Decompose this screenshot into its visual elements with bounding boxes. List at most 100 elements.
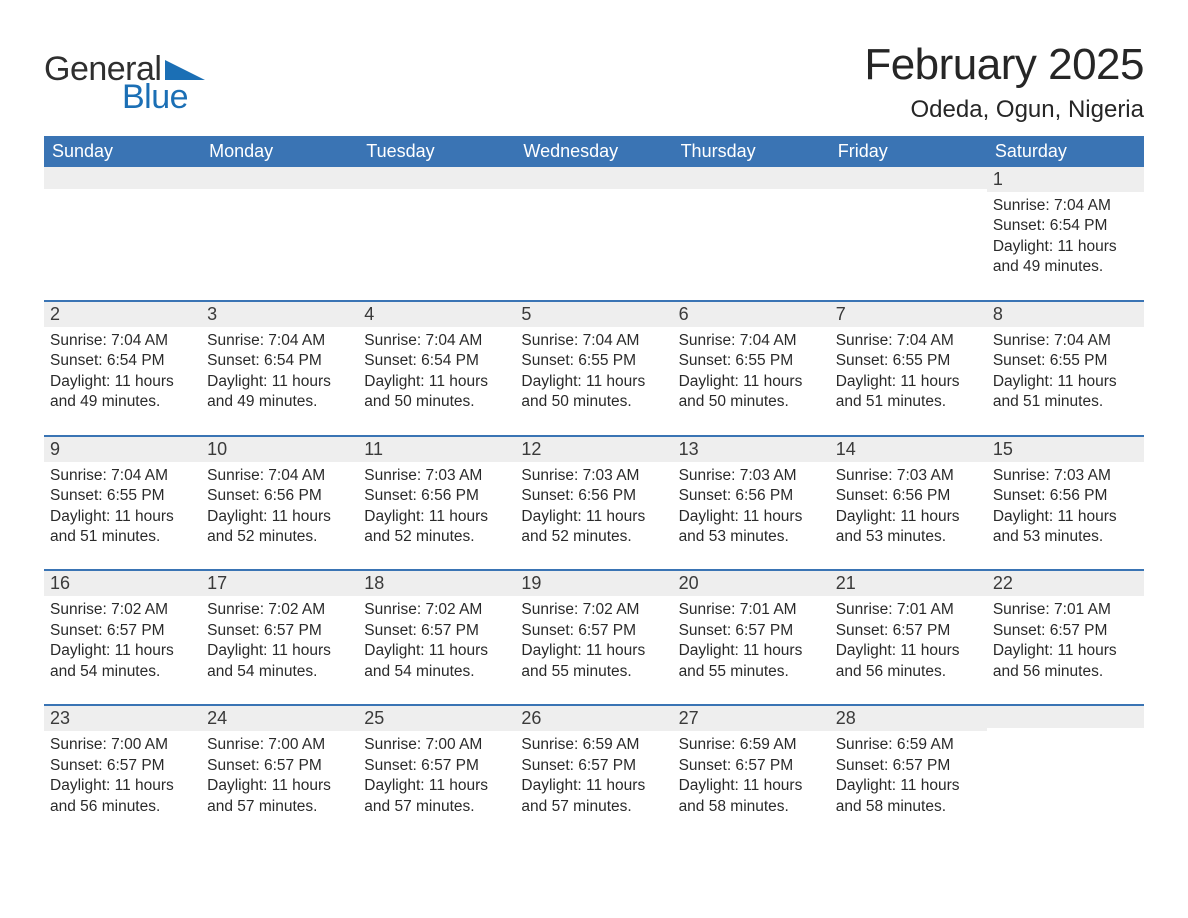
sunrise-line: Sunrise: 7:04 AM — [50, 331, 195, 351]
day-number: 21 — [830, 571, 987, 596]
day-number: 15 — [987, 437, 1144, 462]
sunrise-line: Sunrise: 7:01 AM — [679, 600, 824, 620]
day-details — [358, 189, 515, 289]
sunset-line: Sunset: 6:56 PM — [207, 486, 352, 506]
logo-flag-icon — [165, 56, 205, 80]
day-details: Sunrise: 7:03 AMSunset: 6:56 PMDaylight:… — [358, 462, 515, 570]
day-number: 6 — [673, 302, 830, 327]
day-details: Sunrise: 7:03 AMSunset: 6:56 PMDaylight:… — [830, 462, 987, 570]
sunset-line: Sunset: 6:57 PM — [521, 621, 666, 641]
daylight-line: Daylight: 11 hours and 58 minutes. — [836, 776, 981, 817]
calendar-week: 1Sunrise: 7:04 AMSunset: 6:54 PMDaylight… — [44, 167, 1144, 300]
calendar-day: 2Sunrise: 7:04 AMSunset: 6:54 PMDaylight… — [44, 302, 201, 435]
month-title: February 2025 — [864, 40, 1144, 90]
daylight-line: Daylight: 11 hours and 53 minutes. — [993, 507, 1138, 548]
day-details: Sunrise: 7:04 AMSunset: 6:55 PMDaylight:… — [44, 462, 201, 570]
daylight-line: Daylight: 11 hours and 50 minutes. — [364, 372, 509, 413]
calendar-day: 27Sunrise: 6:59 AMSunset: 6:57 PMDayligh… — [673, 706, 830, 839]
day-number: 12 — [515, 437, 672, 462]
sunset-line: Sunset: 6:56 PM — [993, 486, 1138, 506]
daylight-line: Daylight: 11 hours and 56 minutes. — [836, 641, 981, 682]
daylight-line: Daylight: 11 hours and 52 minutes. — [207, 507, 352, 548]
sunrise-line: Sunrise: 6:59 AM — [836, 735, 981, 755]
calendar-day — [201, 167, 358, 300]
weekday-header: Saturday — [987, 136, 1144, 167]
day-details: Sunrise: 7:04 AMSunset: 6:54 PMDaylight:… — [358, 327, 515, 435]
calendar-day: 12Sunrise: 7:03 AMSunset: 6:56 PMDayligh… — [515, 437, 672, 570]
day-number: 2 — [44, 302, 201, 327]
sunset-line: Sunset: 6:56 PM — [521, 486, 666, 506]
calendar-day: 11Sunrise: 7:03 AMSunset: 6:56 PMDayligh… — [358, 437, 515, 570]
location-subtitle: Odeda, Ogun, Nigeria — [864, 96, 1144, 124]
weekday-header-row: Sunday Monday Tuesday Wednesday Thursday… — [44, 136, 1144, 167]
weekday-header: Friday — [830, 136, 987, 167]
sunrise-line: Sunrise: 7:03 AM — [993, 466, 1138, 486]
sunset-line: Sunset: 6:57 PM — [836, 756, 981, 776]
day-number — [515, 167, 672, 189]
day-details: Sunrise: 6:59 AMSunset: 6:57 PMDaylight:… — [673, 731, 830, 839]
sunset-line: Sunset: 6:57 PM — [364, 621, 509, 641]
sunrise-line: Sunrise: 7:04 AM — [836, 331, 981, 351]
daylight-line: Daylight: 11 hours and 56 minutes. — [50, 776, 195, 817]
calendar-week: 16Sunrise: 7:02 AMSunset: 6:57 PMDayligh… — [44, 569, 1144, 704]
day-number — [44, 167, 201, 189]
day-details: Sunrise: 7:01 AMSunset: 6:57 PMDaylight:… — [673, 596, 830, 704]
daylight-line: Daylight: 11 hours and 49 minutes. — [993, 237, 1138, 278]
calendar-day: 13Sunrise: 7:03 AMSunset: 6:56 PMDayligh… — [673, 437, 830, 570]
day-details: Sunrise: 7:02 AMSunset: 6:57 PMDaylight:… — [44, 596, 201, 704]
day-details: Sunrise: 7:04 AMSunset: 6:55 PMDaylight:… — [515, 327, 672, 435]
day-number — [673, 167, 830, 189]
calendar-day: 19Sunrise: 7:02 AMSunset: 6:57 PMDayligh… — [515, 571, 672, 704]
day-number: 3 — [201, 302, 358, 327]
daylight-line: Daylight: 11 hours and 51 minutes. — [836, 372, 981, 413]
calendar-day: 10Sunrise: 7:04 AMSunset: 6:56 PMDayligh… — [201, 437, 358, 570]
calendar-day: 28Sunrise: 6:59 AMSunset: 6:57 PMDayligh… — [830, 706, 987, 839]
calendar-day: 16Sunrise: 7:02 AMSunset: 6:57 PMDayligh… — [44, 571, 201, 704]
calendar-page: General Blue February 2025 Odeda, Ogun, … — [0, 0, 1188, 879]
calendar-day: 6Sunrise: 7:04 AMSunset: 6:55 PMDaylight… — [673, 302, 830, 435]
day-details: Sunrise: 7:02 AMSunset: 6:57 PMDaylight:… — [201, 596, 358, 704]
day-number: 25 — [358, 706, 515, 731]
day-number: 9 — [44, 437, 201, 462]
sunrise-line: Sunrise: 7:02 AM — [207, 600, 352, 620]
sunrise-line: Sunrise: 6:59 AM — [521, 735, 666, 755]
day-details — [830, 189, 987, 289]
calendar-day — [358, 167, 515, 300]
sunset-line: Sunset: 6:57 PM — [364, 756, 509, 776]
day-number: 13 — [673, 437, 830, 462]
daylight-line: Daylight: 11 hours and 58 minutes. — [679, 776, 824, 817]
page-header: General Blue February 2025 Odeda, Ogun, … — [44, 34, 1144, 136]
sunrise-line: Sunrise: 7:02 AM — [521, 600, 666, 620]
sunrise-line: Sunrise: 7:04 AM — [521, 331, 666, 351]
day-details: Sunrise: 7:01 AMSunset: 6:57 PMDaylight:… — [830, 596, 987, 704]
weekday-header: Tuesday — [358, 136, 515, 167]
sunset-line: Sunset: 6:54 PM — [207, 351, 352, 371]
daylight-line: Daylight: 11 hours and 57 minutes. — [207, 776, 352, 817]
day-details: Sunrise: 7:03 AMSunset: 6:56 PMDaylight:… — [987, 462, 1144, 570]
day-number — [830, 167, 987, 189]
day-number — [358, 167, 515, 189]
day-number: 14 — [830, 437, 987, 462]
day-details: Sunrise: 6:59 AMSunset: 6:57 PMDaylight:… — [830, 731, 987, 839]
calendar-day: 3Sunrise: 7:04 AMSunset: 6:54 PMDaylight… — [201, 302, 358, 435]
logo-text-blue: Blue — [122, 80, 205, 114]
daylight-line: Daylight: 11 hours and 53 minutes. — [836, 507, 981, 548]
calendar-grid: Sunday Monday Tuesday Wednesday Thursday… — [44, 136, 1144, 839]
daylight-line: Daylight: 11 hours and 55 minutes. — [521, 641, 666, 682]
sunrise-line: Sunrise: 7:04 AM — [993, 331, 1138, 351]
sunset-line: Sunset: 6:55 PM — [993, 351, 1138, 371]
sunrise-line: Sunrise: 6:59 AM — [679, 735, 824, 755]
daylight-line: Daylight: 11 hours and 55 minutes. — [679, 641, 824, 682]
sunrise-line: Sunrise: 7:01 AM — [836, 600, 981, 620]
day-details — [201, 189, 358, 289]
day-details: Sunrise: 7:01 AMSunset: 6:57 PMDaylight:… — [987, 596, 1144, 704]
sunrise-line: Sunrise: 7:04 AM — [364, 331, 509, 351]
sunrise-line: Sunrise: 7:02 AM — [364, 600, 509, 620]
weekday-header: Wednesday — [515, 136, 672, 167]
sunrise-line: Sunrise: 7:03 AM — [836, 466, 981, 486]
daylight-line: Daylight: 11 hours and 53 minutes. — [679, 507, 824, 548]
weekday-header: Sunday — [44, 136, 201, 167]
calendar-day: 4Sunrise: 7:04 AMSunset: 6:54 PMDaylight… — [358, 302, 515, 435]
day-number: 26 — [515, 706, 672, 731]
sunrise-line: Sunrise: 7:03 AM — [364, 466, 509, 486]
